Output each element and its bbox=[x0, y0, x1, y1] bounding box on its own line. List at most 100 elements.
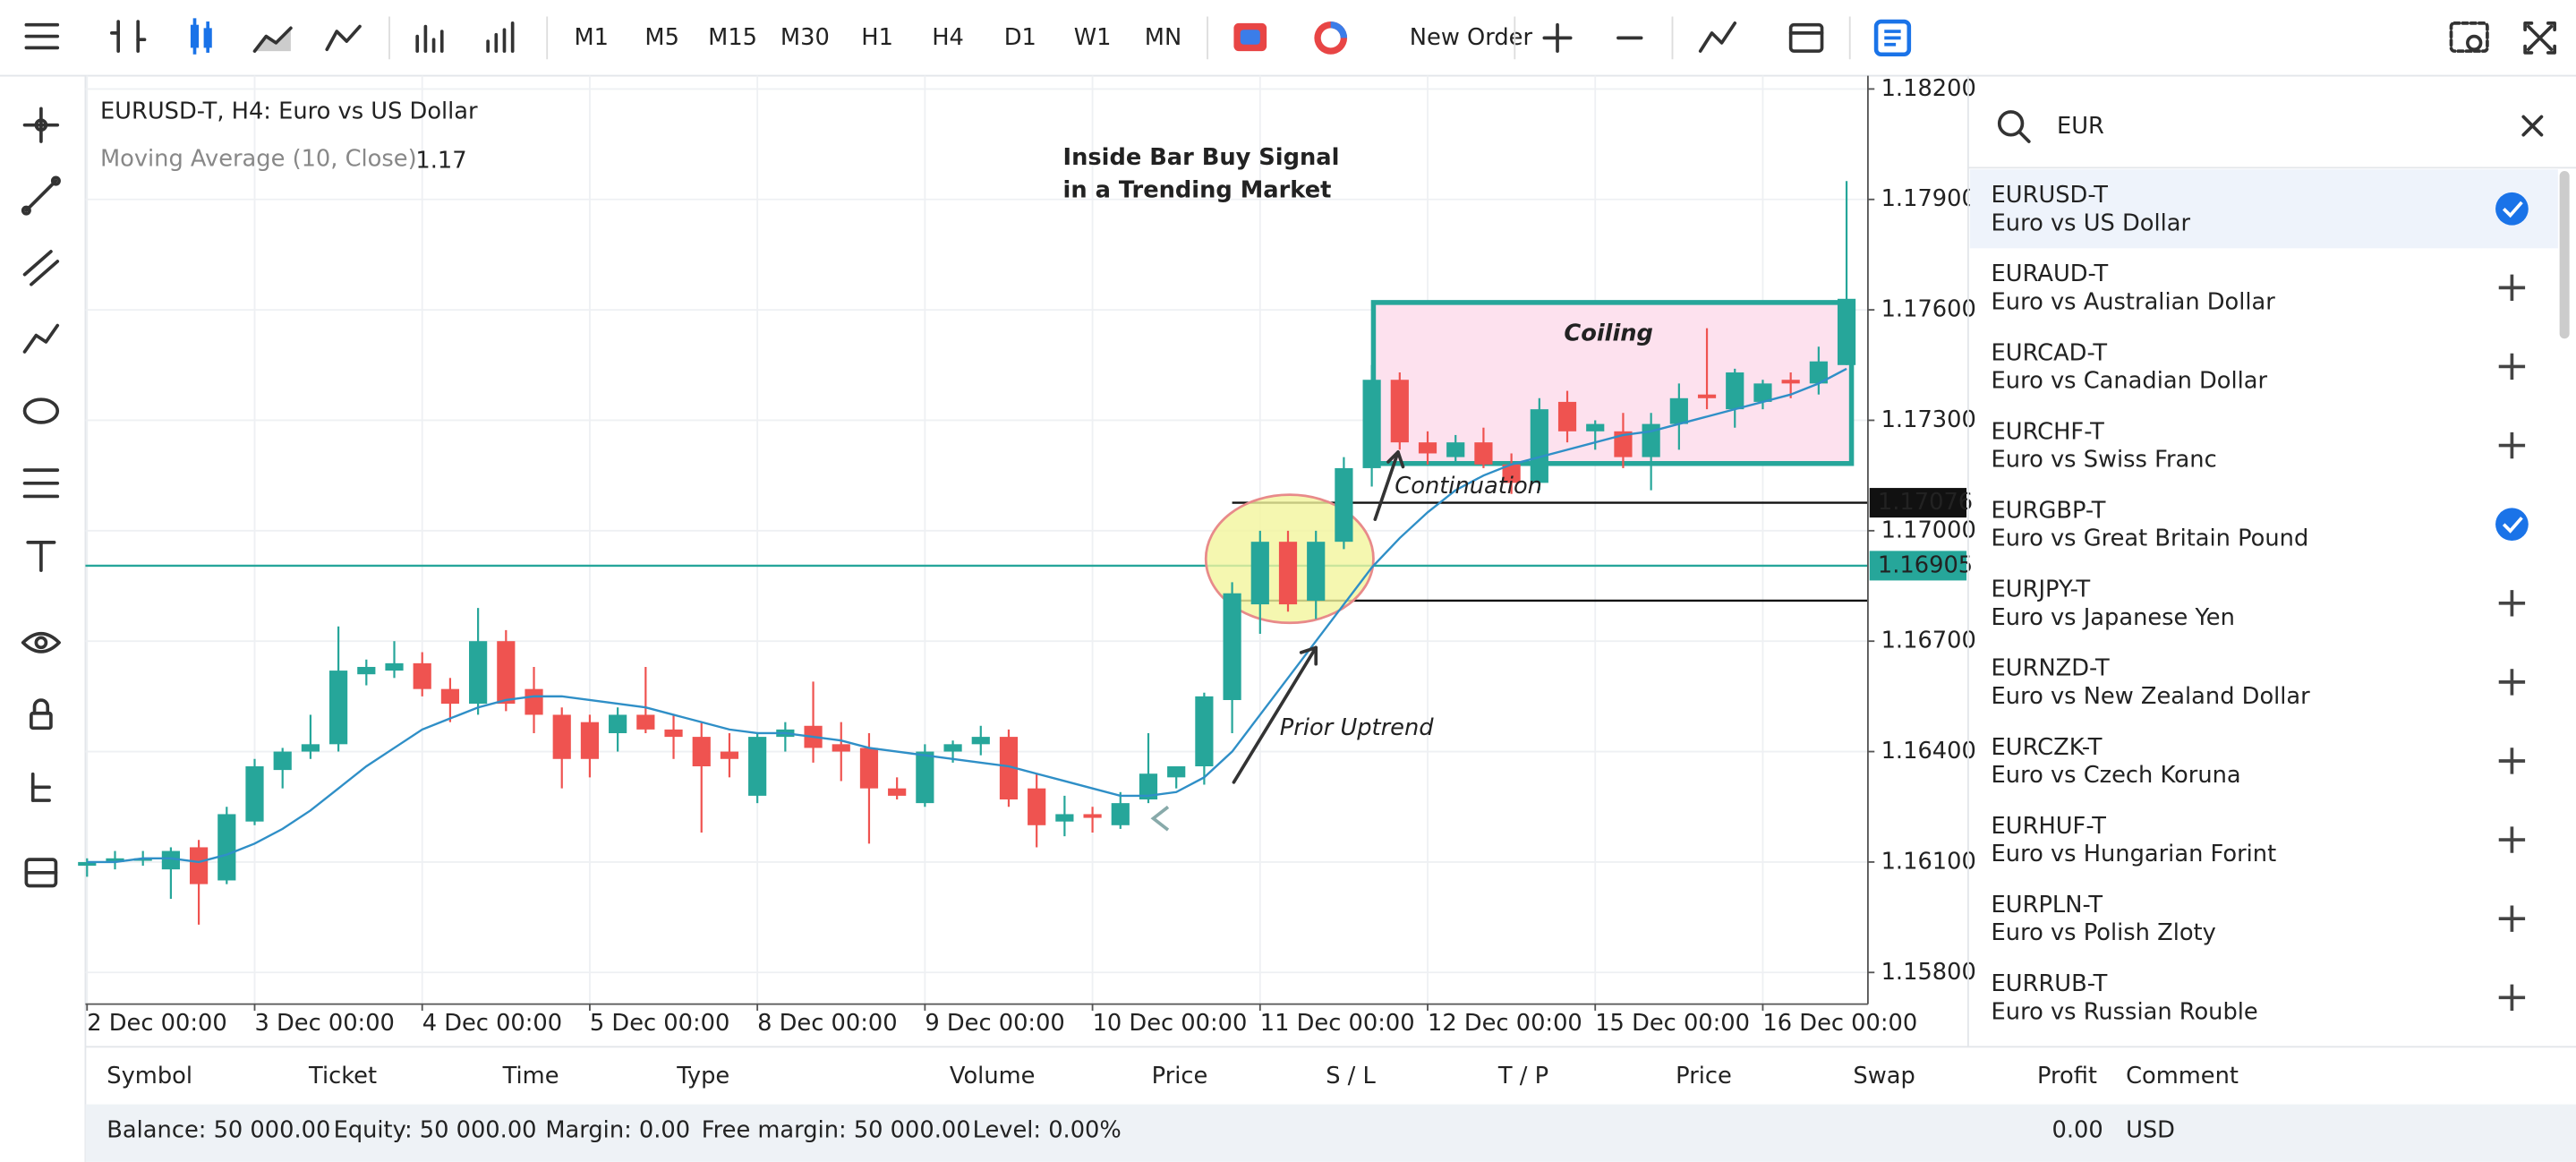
candle-body bbox=[245, 765, 264, 822]
bar-chart-button[interactable] bbox=[109, 20, 147, 53]
add-button[interactable] bbox=[2498, 274, 2526, 302]
column-header[interactable]: Price bbox=[1676, 1063, 1732, 1089]
volumes-button[interactable] bbox=[415, 24, 444, 53]
candle-body bbox=[1083, 814, 1102, 818]
objects-button[interactable] bbox=[1873, 19, 1912, 57]
menu-button[interactable] bbox=[24, 22, 60, 50]
scrollbar[interactable] bbox=[2559, 171, 2570, 339]
column-header[interactable]: Type bbox=[676, 1063, 729, 1089]
screenshot-button[interactable] bbox=[2449, 21, 2489, 53]
timeframe-button[interactable]: W1 bbox=[1074, 24, 1112, 51]
add-button[interactable] bbox=[2498, 353, 2526, 380]
candle-body bbox=[497, 641, 516, 705]
timeframe-button[interactable]: D1 bbox=[1004, 24, 1036, 51]
tick-volumes-button[interactable] bbox=[486, 21, 515, 53]
column-header[interactable]: Comment bbox=[2126, 1063, 2239, 1089]
fullscreen-button[interactable] bbox=[2523, 21, 2556, 55]
scroll-left-button[interactable] bbox=[1150, 805, 1170, 832]
check-mark bbox=[2502, 517, 2523, 534]
trendline-tool[interactable] bbox=[21, 175, 61, 216]
new-order-label[interactable]: New Order bbox=[1410, 24, 1533, 51]
column-header[interactable]: Ticket bbox=[308, 1063, 377, 1089]
candle-body bbox=[1697, 394, 1717, 398]
y-tick-label: 1.17900 bbox=[1881, 185, 1976, 212]
symbol-description: Euro vs Great Britain Pound bbox=[1992, 525, 2309, 552]
column-header[interactable]: Price bbox=[1152, 1063, 1208, 1089]
annotation-headline: in a Trending Market bbox=[1063, 177, 1332, 204]
x-tick-label: 3 Dec 00:00 bbox=[254, 1010, 394, 1037]
symbol-name: EURCAD-T bbox=[1992, 339, 2108, 366]
y-tick-label: 1.17000 bbox=[1881, 517, 1976, 543]
column-header[interactable]: Symbol bbox=[107, 1063, 192, 1089]
candle-body bbox=[916, 751, 934, 804]
symbol-name: EURNZD-T bbox=[1992, 655, 2110, 682]
line-chart-button[interactable] bbox=[325, 24, 362, 52]
area-chart-button[interactable] bbox=[252, 26, 293, 53]
indicators-button[interactable] bbox=[1698, 21, 1737, 53]
candle-body bbox=[971, 737, 990, 745]
timeframe-button[interactable]: M1 bbox=[575, 24, 610, 51]
indicator-label[interactable]: Moving Average (10, Close) bbox=[100, 146, 417, 173]
y-tick-label: 1.15800 bbox=[1881, 959, 1976, 986]
crosshair-tool[interactable] bbox=[22, 107, 60, 143]
pitchfork-tool[interactable] bbox=[22, 323, 60, 354]
add-button[interactable] bbox=[2498, 984, 2526, 1011]
selected-icon[interactable] bbox=[2495, 508, 2529, 542]
candle-body bbox=[161, 850, 180, 870]
candle-body bbox=[1781, 380, 1800, 384]
timeframe-button[interactable]: H1 bbox=[861, 24, 893, 51]
calendar-button[interactable] bbox=[1788, 22, 1824, 53]
timeframe-button[interactable]: MN bbox=[1145, 24, 1181, 51]
timeframe-button[interactable]: M5 bbox=[644, 24, 679, 51]
templates-tool[interactable] bbox=[24, 858, 58, 888]
add-button[interactable] bbox=[2498, 669, 2526, 696]
add-button[interactable] bbox=[2498, 590, 2526, 617]
timeframe-button[interactable]: M30 bbox=[780, 24, 830, 51]
add-button[interactable] bbox=[2498, 748, 2526, 774]
zoom-in-button[interactable] bbox=[1542, 22, 1573, 53]
candle-body bbox=[580, 722, 600, 759]
fibonacci-tool[interactable] bbox=[22, 468, 60, 499]
timeframe-button[interactable]: M15 bbox=[708, 24, 757, 51]
column-header[interactable]: S / L bbox=[1326, 1063, 1376, 1089]
column-header[interactable]: Profit bbox=[2037, 1063, 2097, 1089]
one-click-button[interactable] bbox=[1233, 22, 1267, 52]
search-input[interactable]: EUR bbox=[2057, 113, 2104, 140]
candle-chart-button[interactable] bbox=[190, 18, 212, 55]
selected-icon[interactable] bbox=[2495, 192, 2529, 226]
candle-body bbox=[832, 744, 850, 752]
candle-body bbox=[1502, 464, 1521, 483]
new-order-icon[interactable] bbox=[1314, 21, 1348, 55]
column-header[interactable]: Swap bbox=[1853, 1063, 1915, 1089]
candle-body bbox=[720, 751, 739, 759]
candle-body bbox=[133, 858, 152, 861]
account-level: Level: 0.00% bbox=[973, 1116, 1122, 1143]
price-label-box bbox=[1869, 488, 1967, 518]
add-button[interactable] bbox=[2498, 905, 2526, 932]
channel-tool[interactable] bbox=[22, 250, 60, 286]
visibility-tool[interactable] bbox=[21, 631, 61, 654]
candle-body bbox=[552, 714, 571, 759]
clear-search-button[interactable] bbox=[2521, 115, 2544, 137]
add-button[interactable] bbox=[2498, 431, 2526, 459]
column-header[interactable]: Time bbox=[502, 1063, 559, 1089]
objects-tree-tool[interactable] bbox=[30, 772, 51, 802]
shapes-tool[interactable] bbox=[22, 397, 60, 424]
add-button[interactable] bbox=[2498, 826, 2526, 853]
column-header[interactable]: Volume bbox=[950, 1063, 1036, 1089]
column-header[interactable]: T / P bbox=[1497, 1063, 1548, 1089]
timeframe-button[interactable]: H4 bbox=[932, 24, 964, 51]
lock-tool[interactable] bbox=[30, 698, 53, 731]
text-tool[interactable] bbox=[26, 541, 56, 572]
